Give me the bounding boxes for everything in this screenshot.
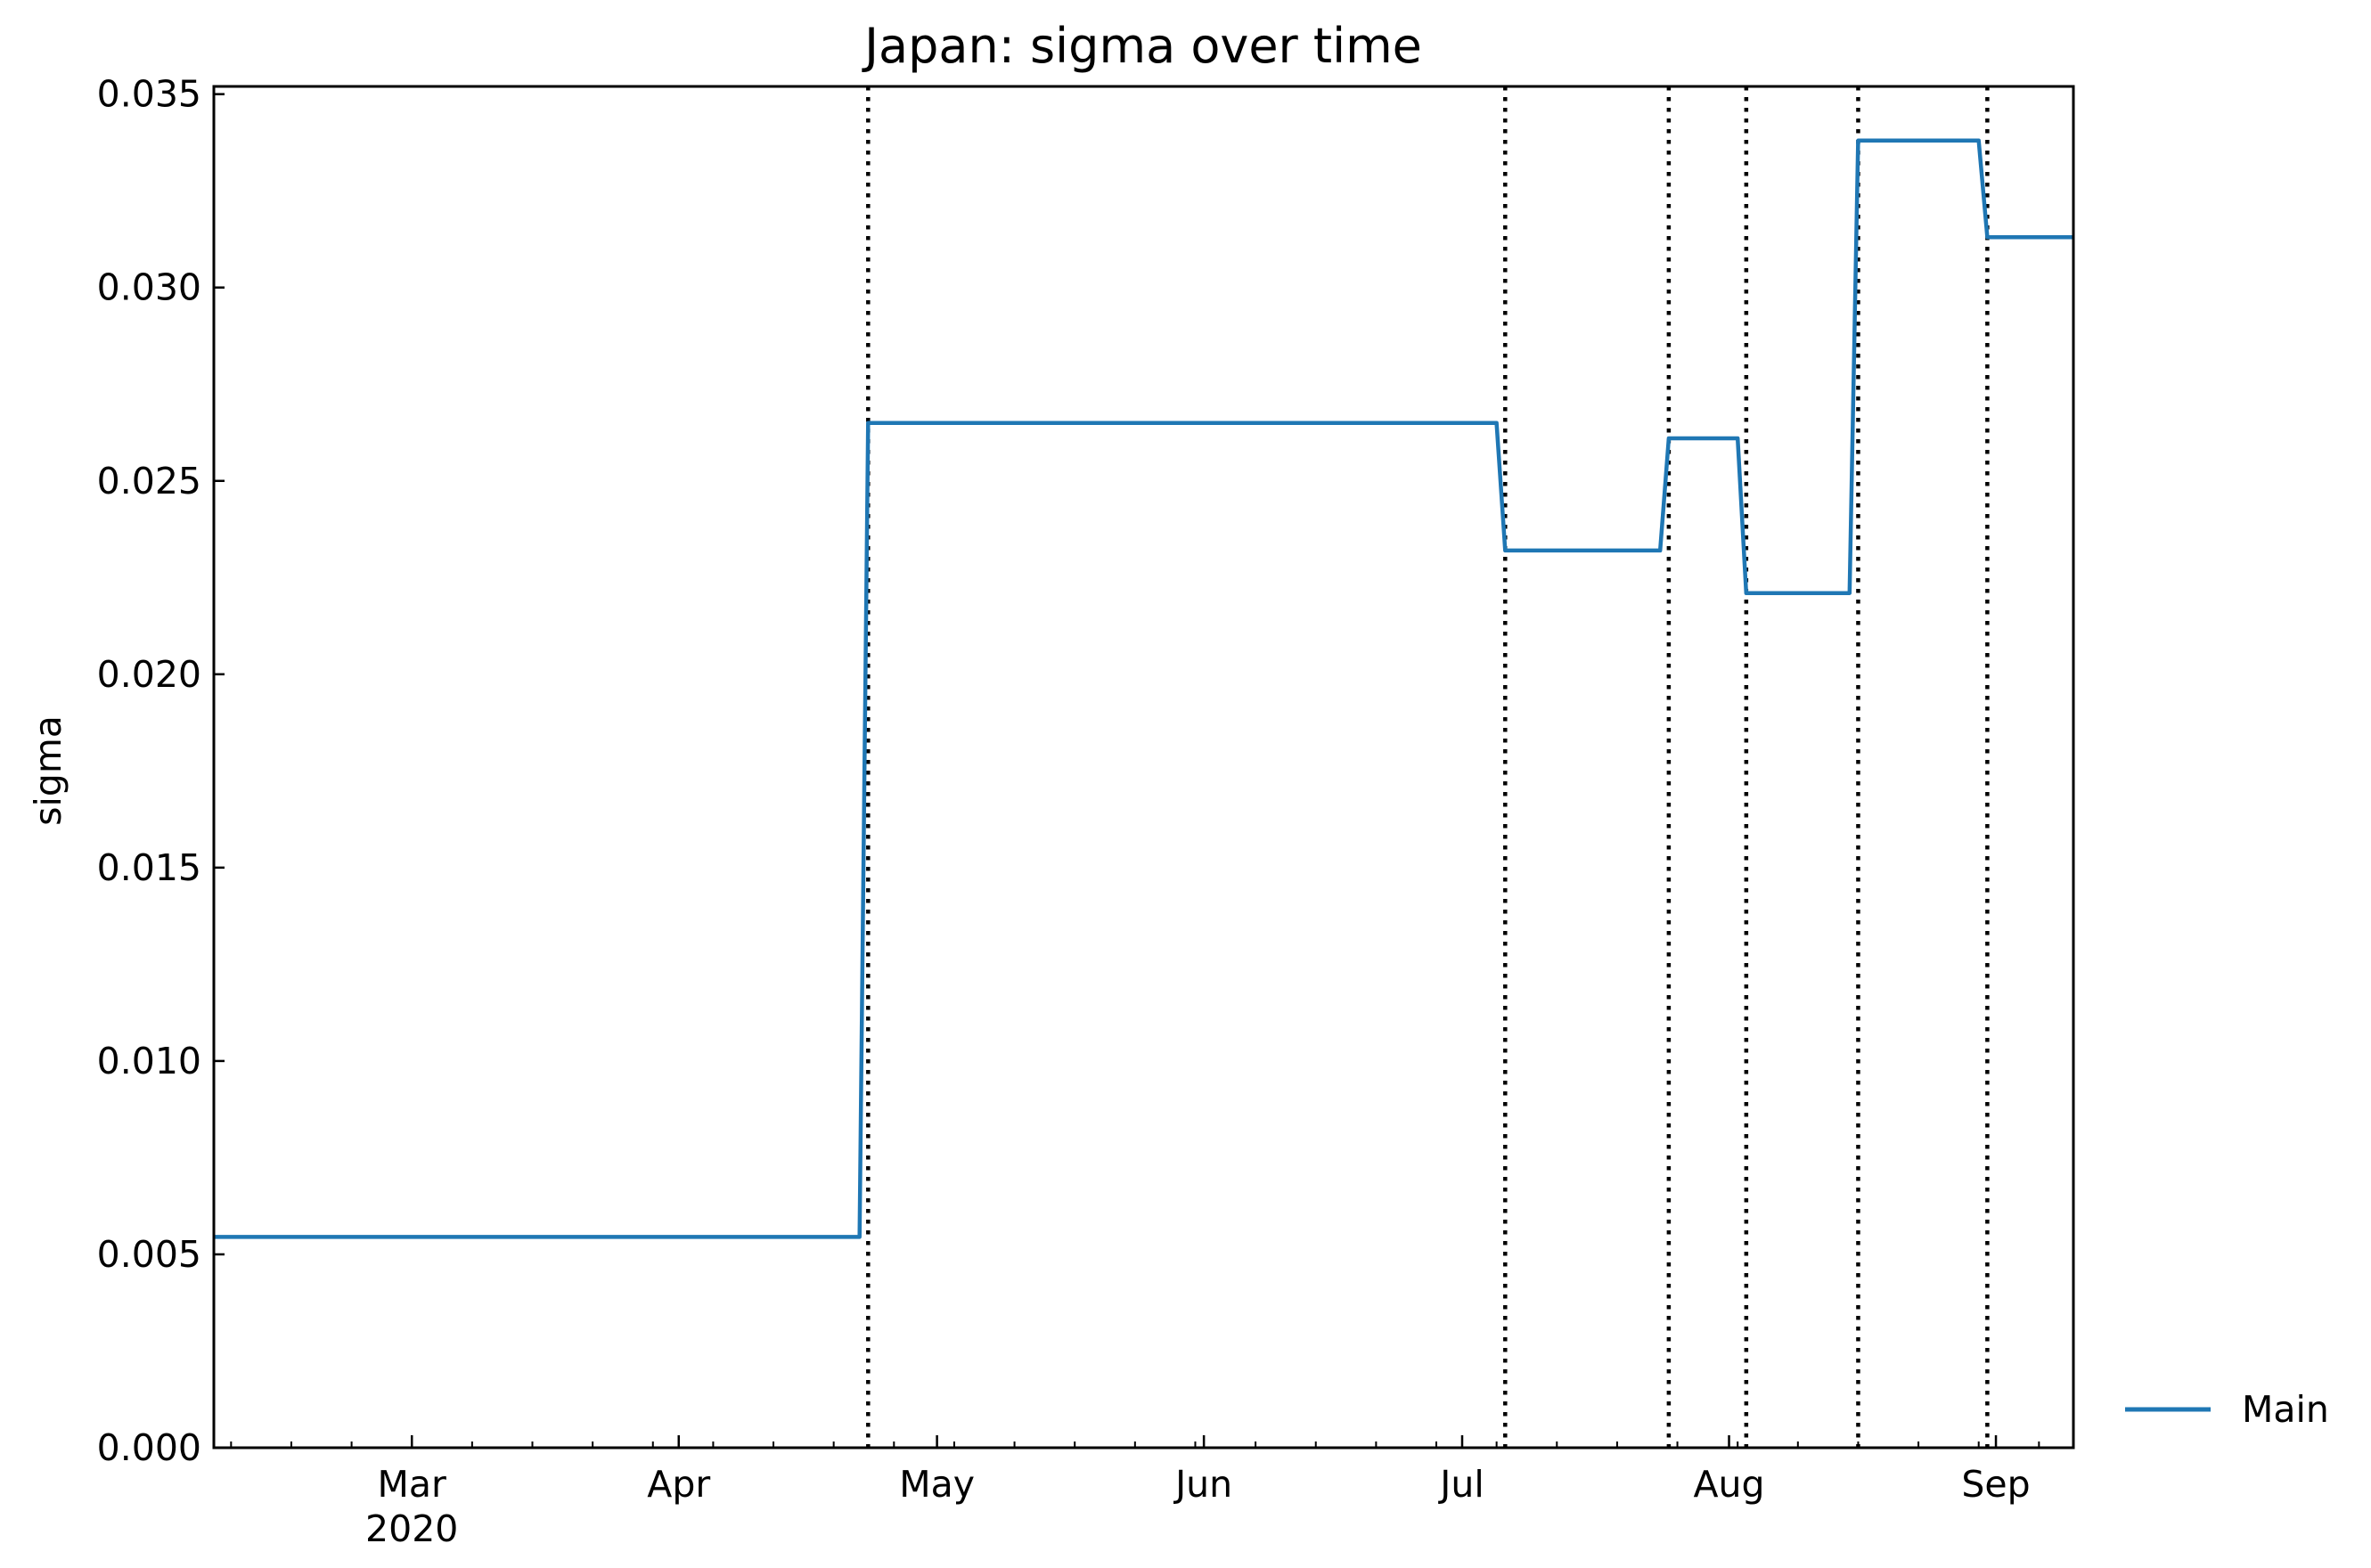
legend: Main: [2125, 1388, 2329, 1431]
x-tick-label: Aug: [1693, 1463, 1764, 1506]
y-tick-label: 0.035: [97, 73, 201, 116]
x-tick-sublabel: 2020: [365, 1507, 458, 1550]
legend-label-main: Main: [2242, 1388, 2329, 1431]
x-tick-label: Apr: [647, 1463, 710, 1506]
y-axis-label: sigma: [27, 715, 69, 826]
x-tick-label: May: [899, 1463, 975, 1506]
y-tick-label: 0.020: [97, 653, 201, 696]
series-line-main: [214, 138, 2073, 1239]
x-tick-label: Mar: [378, 1463, 446, 1506]
y-tick-label: 0.010: [97, 1040, 201, 1082]
x-tick-label: Jul: [1437, 1463, 1484, 1506]
y-tick-label: 0.030: [97, 266, 201, 309]
x-tick-label: Jun: [1173, 1463, 1232, 1506]
plot-frame: [212, 85, 2075, 1450]
y-tick-label: 0.025: [97, 460, 201, 502]
y-tick-label: 0.015: [97, 846, 201, 889]
chart-title: Japan: sigma over time: [862, 18, 1422, 74]
y-tick-label: 0.000: [97, 1426, 201, 1469]
x-tick-label: Sep: [1961, 1463, 2030, 1506]
y-tick-label: 0.005: [97, 1233, 201, 1276]
vertical-marker-lines: [866, 86, 1990, 1448]
series-layer: [214, 138, 2073, 1239]
y-axis: 0.000 0.005 0.010 0.015 0.020 0.025 0.030 0.035: [97, 73, 225, 1469]
